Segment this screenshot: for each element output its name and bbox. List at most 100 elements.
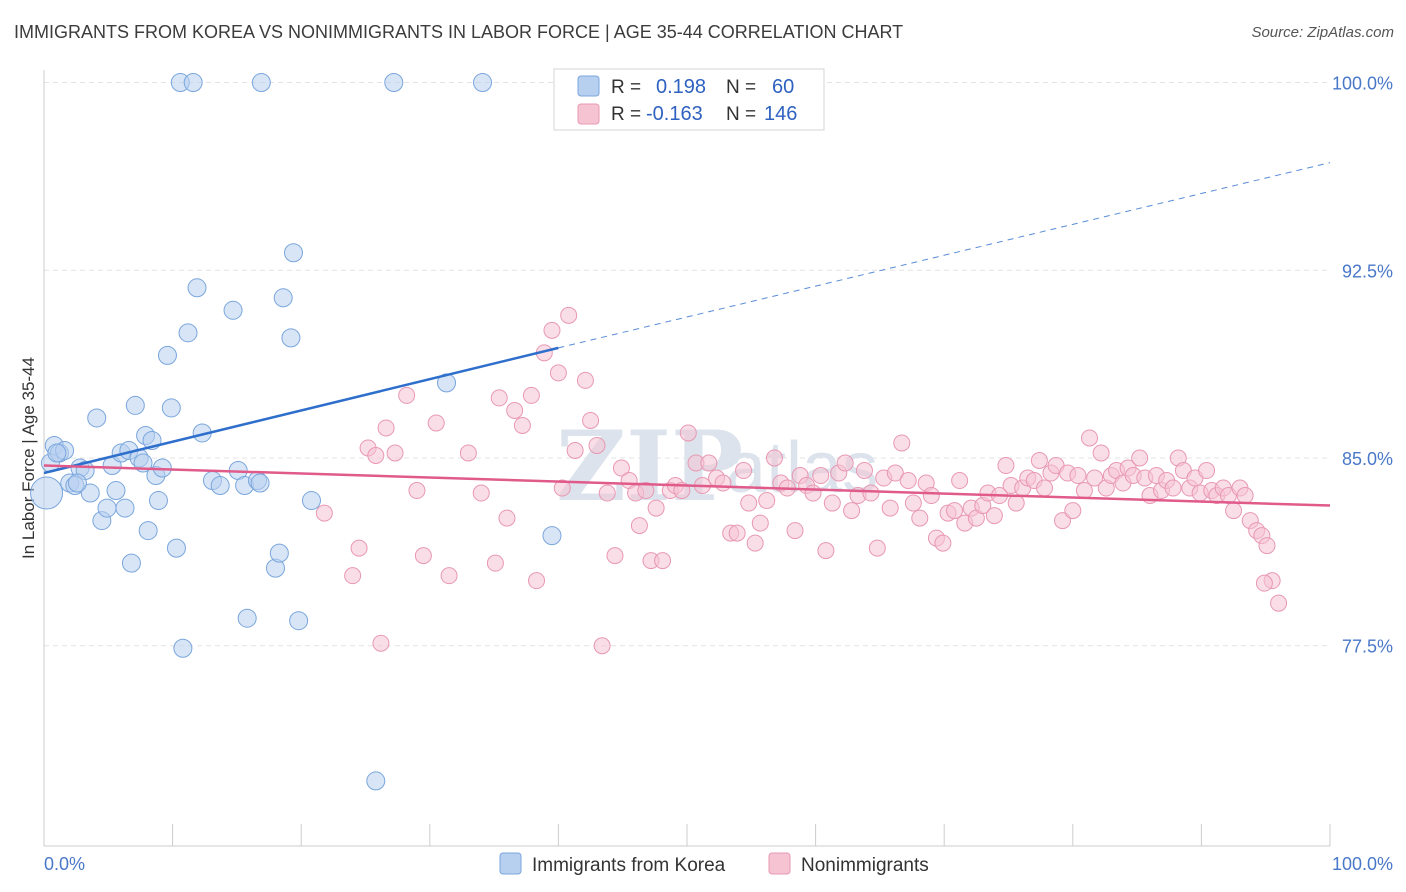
nonimmigrants-point-73 — [862, 484, 880, 502]
nonimmigrants-point-57 — [758, 492, 776, 510]
nonimmigrants-point-69 — [836, 454, 854, 472]
nonimmigrants-point-16 — [490, 389, 508, 407]
stats-non-r-value: -0.163 — [646, 103, 703, 125]
nonimmigrants-point-102 — [1030, 452, 1048, 470]
korea-point-16 — [115, 498, 135, 518]
legend-swatch-korea — [499, 852, 522, 875]
nonimmigrants-point-2 — [350, 539, 368, 557]
korea-point-26 — [148, 491, 168, 511]
y-tick-label-1: 92.5% — [1342, 261, 1393, 281]
nonimmigrants-point-31 — [593, 637, 611, 655]
nonimmigrants-point-74 — [868, 539, 886, 557]
nonimmigrants-point-143 — [1258, 537, 1276, 555]
chart-title: IMMIGRANTS FROM KOREA VS NONIMMIGRANTS I… — [14, 22, 904, 42]
korea-point-29 — [161, 398, 181, 418]
stats-non-n-value: 146 — [764, 103, 797, 125]
nonimmigrants-point-21 — [528, 572, 546, 590]
nonimmigrants-point-40 — [647, 499, 665, 517]
nonimmigrants-point-33 — [606, 547, 624, 565]
stats-non-n-label: N = — [726, 104, 756, 125]
nonimmigrants-point-66 — [817, 542, 835, 560]
nonimmigrants-point-76 — [881, 499, 899, 517]
korea-point-44 — [250, 473, 270, 493]
trend-lines — [43, 162, 1331, 507]
nonimmigrants-point-17 — [498, 509, 516, 527]
nonimmigrants-point-18 — [506, 401, 524, 419]
y-tick-label-3: 77.5% — [1342, 637, 1393, 657]
x-tick-label-max: 100.0% — [1332, 854, 1393, 874]
korea-trend-extension — [558, 162, 1331, 349]
nonimmigrants-point-50 — [714, 474, 732, 492]
nonimmigrants-point-56 — [751, 514, 769, 532]
nonimmigrants-point-4 — [367, 446, 385, 464]
nonimmigrants-point-34 — [612, 459, 630, 477]
nonimmigrants-point-108 — [1064, 502, 1082, 520]
nonimmigrants-point-24 — [549, 364, 567, 382]
nonimmigrants-point-10 — [414, 547, 432, 565]
korea-point-57 — [542, 526, 562, 546]
nonimmigrants-point-79 — [899, 472, 917, 490]
nonimmigrants-point-20 — [522, 386, 540, 404]
korea-point-47 — [269, 543, 289, 563]
nonimmigrants-point-30 — [588, 436, 606, 454]
korea-point-35 — [187, 278, 207, 298]
nonimmigrants-point-94 — [985, 507, 1003, 525]
nonimmigrants-point-67 — [823, 494, 841, 512]
stats-korea-n-value: 60 — [772, 76, 794, 98]
korea-point-23 — [138, 521, 158, 541]
nonimmigrants-point-61 — [786, 522, 804, 540]
x-tick-label-min: 0.0% — [44, 854, 85, 874]
nonimmigrants-points — [315, 306, 1288, 655]
nonimmigrants-point-96 — [997, 457, 1015, 475]
korea-point-12 — [97, 498, 117, 518]
nonimmigrants-point-5 — [372, 634, 390, 652]
stats-korea-r-value: 0.198 — [656, 76, 706, 98]
legend-label-non: Nonimmigrants — [801, 855, 929, 876]
y-tick-label-0: 100.0% — [1332, 74, 1393, 94]
nonimmigrants-point-28 — [576, 371, 594, 389]
nonimmigrants-point-48 — [700, 454, 718, 472]
nonimmigrants-point-54 — [740, 494, 758, 512]
nonimmigrants-point-98 — [1007, 494, 1025, 512]
nonimmigrants-point-25 — [553, 479, 571, 497]
nonimmigrants-point-70 — [843, 502, 861, 520]
korea-point-10 — [87, 408, 107, 428]
stats-swatch-non — [577, 103, 600, 125]
nonimmigrants-point-8 — [398, 386, 416, 404]
nonimmigrants-point-78 — [893, 434, 911, 452]
nonimmigrants-point-87 — [945, 502, 963, 520]
legend-label-korea: Immigrants from Korea — [532, 855, 726, 876]
nonimmigrants-point-53 — [735, 462, 753, 480]
nonimmigrants-point-0 — [315, 504, 333, 522]
nonimmigrants-point-132 — [1198, 462, 1216, 480]
korea-point-58 — [47, 443, 67, 463]
korea-point-38 — [210, 476, 230, 496]
stats-non-r-label: R = — [611, 104, 641, 125]
nonimmigrants-point-106 — [1054, 512, 1072, 530]
nonimmigrants-point-113 — [1092, 444, 1110, 462]
korea-point-0 — [30, 476, 64, 510]
nonimmigrants-point-83 — [922, 487, 940, 505]
nonimmigrants-point-120 — [1131, 449, 1149, 467]
nonimmigrants-point-37 — [630, 517, 648, 535]
nonimmigrants-point-23 — [543, 321, 561, 339]
korea-point-52 — [301, 491, 321, 511]
nonimmigrants-point-1 — [344, 567, 362, 585]
korea-point-39 — [223, 300, 243, 320]
legend-swatch-non — [768, 852, 791, 875]
nonimmigrants-point-88 — [951, 472, 969, 490]
nonimmigrants-point-55 — [746, 534, 764, 552]
chart-source: Source: ZipAtlas.com — [1251, 24, 1394, 41]
nonimmigrants-point-41 — [654, 552, 672, 570]
stats-korea-n-label: N = — [726, 77, 756, 98]
korea-point-9 — [80, 483, 100, 503]
korea-point-33 — [178, 323, 198, 343]
korea-points — [30, 73, 562, 791]
nonimmigrants-trend-line — [43, 464, 1331, 507]
nonimmigrants-point-58 — [765, 449, 783, 467]
korea-point-51 — [289, 611, 309, 631]
nonimmigrants-point-19 — [513, 416, 531, 434]
nonimmigrants-point-65 — [812, 467, 830, 485]
nonimmigrants-point-81 — [911, 509, 929, 527]
